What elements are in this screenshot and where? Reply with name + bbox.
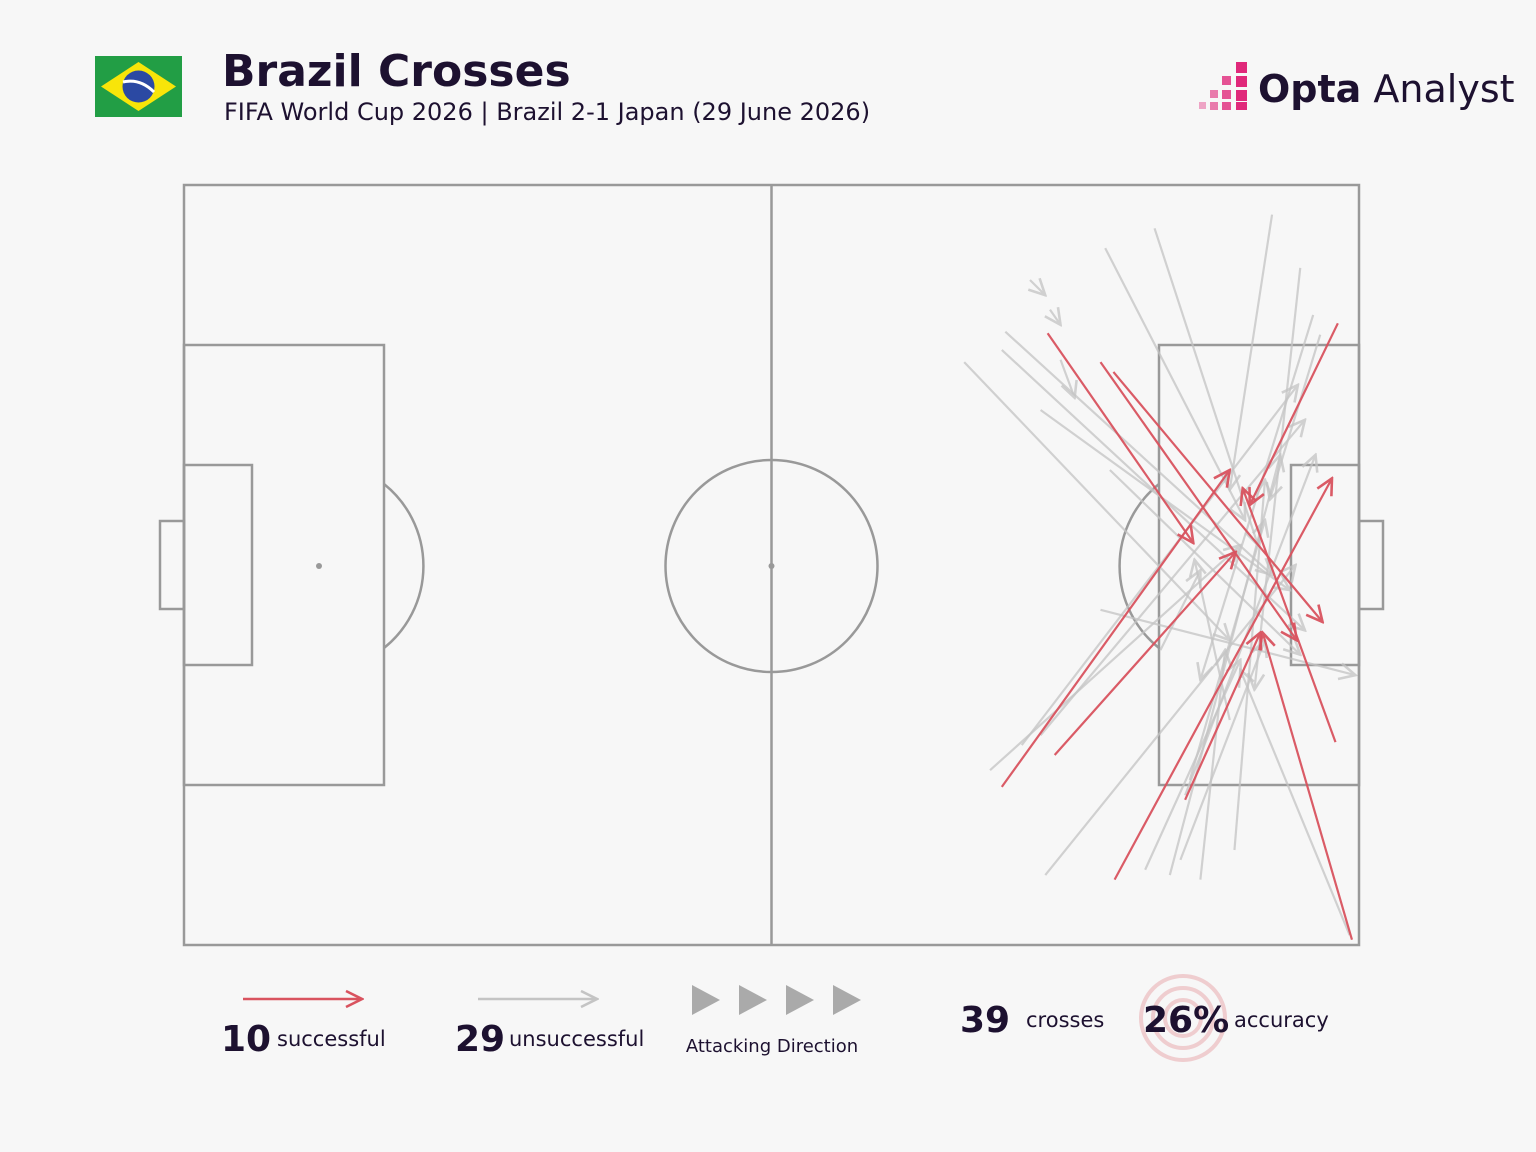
direction-arrows — [692, 985, 861, 1015]
cross — [1039, 409, 1290, 590]
cross — [1059, 359, 1075, 398]
legend: Attacking Direction 39 crosses 26% accur… — [221, 974, 1329, 1062]
cross — [1159, 570, 1200, 651]
cross — [1243, 488, 1337, 743]
subtitle: FIFA World Cup 2026 | Brazil 2-1 Japan (… — [224, 98, 870, 126]
cross — [1100, 608, 1356, 675]
cross — [1001, 349, 1305, 630]
legend-label: unsuccessful — [509, 1027, 644, 1051]
cross — [1270, 334, 1322, 500]
logo: Opta Analyst — [1199, 62, 1515, 111]
cross — [1112, 371, 1322, 622]
brand-product: Analyst — [1373, 67, 1514, 111]
cross — [1240, 670, 1351, 936]
cross — [1030, 280, 1045, 295]
accuracy-value: 26% — [1143, 1000, 1229, 1041]
legend-label: successful — [277, 1027, 386, 1051]
crosses — [963, 214, 1356, 940]
direction-label: Attacking Direction — [686, 1036, 858, 1057]
cross — [1050, 310, 1061, 325]
brand-name: Opta — [1258, 67, 1361, 111]
cross — [1254, 267, 1302, 690]
cross — [1230, 214, 1274, 490]
cross — [1046, 332, 1194, 543]
flag — [95, 56, 182, 117]
cross — [1113, 478, 1332, 881]
svg-text:Opta Analyst: Opta Analyst — [1258, 67, 1515, 111]
cross — [1250, 322, 1339, 505]
cross — [1263, 633, 1354, 940]
accuracy-rings — [1139, 974, 1227, 1062]
cross — [1053, 552, 1236, 756]
pitch — [158, 183, 1385, 947]
cross — [1004, 330, 1272, 575]
legend-count: 10 — [221, 1019, 271, 1060]
cross — [1039, 420, 1305, 736]
cross — [1188, 520, 1265, 781]
legend-count: 29 — [455, 1019, 505, 1060]
cross — [1184, 633, 1260, 801]
cross — [1099, 361, 1297, 640]
total-count: 39 — [960, 1000, 1010, 1041]
cross — [1000, 470, 1230, 788]
cross — [1199, 650, 1225, 880]
cross — [1109, 469, 1300, 655]
total-label: crosses — [1026, 1008, 1104, 1032]
cross — [1020, 385, 1298, 746]
cross — [1195, 560, 1231, 721]
title: Brazil Crosses — [222, 46, 571, 97]
accuracy-label: accuracy — [1234, 1008, 1329, 1032]
